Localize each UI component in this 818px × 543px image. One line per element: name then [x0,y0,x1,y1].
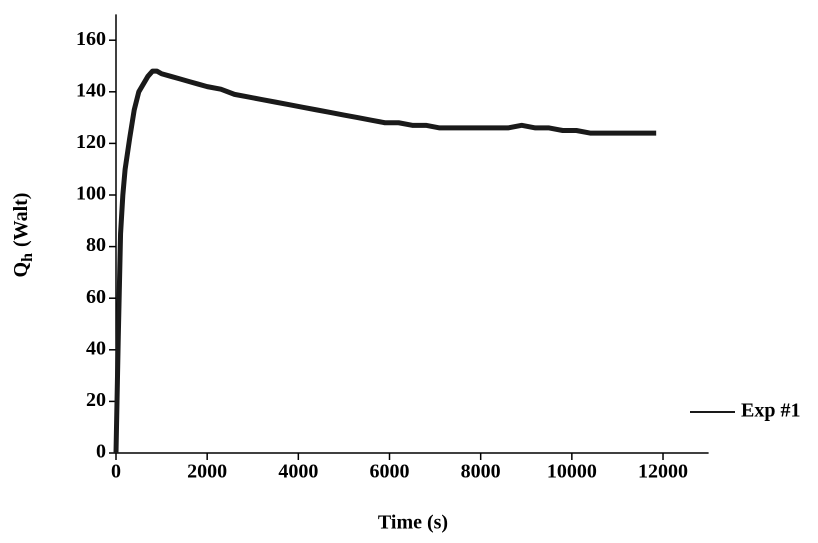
x-tick-label: 2000 [187,461,227,483]
y-tick-label: 40 [86,337,106,359]
x-tick-label: 6000 [370,461,410,483]
x-axis-label: Time (s) [378,512,448,534]
y-tick-label: 120 [76,131,106,153]
x-tick-label: 12000 [638,461,688,483]
y-label-main: Q [10,262,32,278]
x-tick-label: 0 [111,461,121,483]
y-tick-label: 140 [76,79,106,101]
y-label-unit: (Walt) [10,193,32,247]
x-tick-label: 8000 [461,461,501,483]
y-tick-label: 0 [96,441,106,463]
y-axis-label: Qh (Walt) [10,193,36,278]
data-line [113,68,657,454]
x-tick-label: 4000 [278,461,318,483]
y-tick-label: 80 [86,234,106,256]
x-tick-label: 10000 [547,461,597,483]
legend-label: Exp #1 [741,400,800,422]
y-tick-label: 160 [76,28,106,50]
y-tick-label: 20 [86,389,106,411]
y-tick-label: 100 [76,183,106,205]
y-tick-label: 60 [86,286,106,308]
y-label-subscript: h [19,253,36,262]
